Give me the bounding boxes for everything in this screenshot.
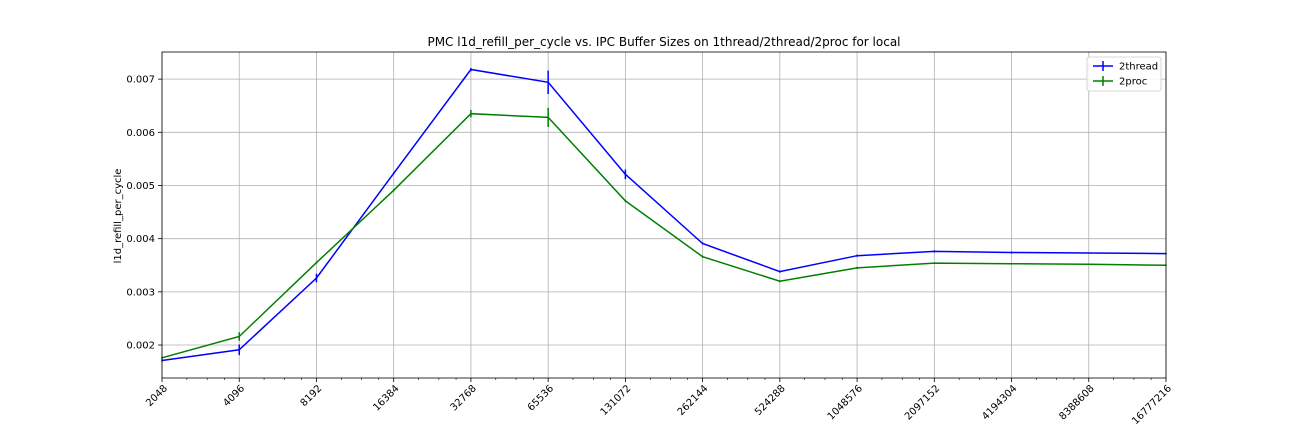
x-tick-label: 131072 (599, 383, 634, 418)
y-axis-label: l1d_refill_per_cycle (113, 169, 124, 264)
x-tick-label: 32768 (449, 383, 479, 413)
y-tick-label: 0.005 (126, 181, 155, 192)
x-tick-label: 16777216 (1130, 383, 1174, 427)
legend-label: 2proc (1119, 77, 1147, 88)
x-tick-label: 2097152 (903, 383, 942, 422)
legend-label: 2thread (1119, 62, 1158, 73)
series-line-2thread (161, 68, 1167, 362)
x-tick-label: 8388608 (1057, 383, 1096, 422)
x-tick-label: 2048 (144, 383, 170, 409)
x-tick-label: 65536 (526, 383, 556, 413)
x-tick-label: 4194304 (980, 383, 1019, 422)
chart-title: PMC l1d_refill_per_cycle vs. IPC Buffer … (427, 35, 900, 49)
legend: 2thread 2proc (1086, 56, 1162, 92)
x-tick-label: 8192 (299, 383, 325, 409)
y-tick-label: 0.003 (126, 287, 155, 298)
grid-lines (161, 52, 1167, 378)
x-tick-label: 16384 (371, 383, 401, 413)
y-tick-label: 0.004 (126, 234, 155, 245)
y-tick-label: 0.002 (126, 341, 155, 352)
plot-area (161, 51, 1167, 379)
series-lines (161, 67, 1167, 362)
x-axis: 2048 4096 8192 16384 32768 65536 131072 262144 5… (144, 378, 1174, 427)
y-axis: 0.002 0.003 0.004 0.005 0.006 0.007 (126, 75, 162, 352)
series-line-2proc (161, 112, 1167, 359)
x-tick-label: 4096 (221, 383, 247, 409)
x-tick-label: 524288 (753, 383, 788, 418)
y-tick-label: 0.007 (126, 75, 155, 86)
x-tick-label: 1048576 (826, 383, 865, 422)
y-tick-label: 0.006 (126, 128, 155, 139)
x-tick-label: 262144 (676, 383, 711, 418)
